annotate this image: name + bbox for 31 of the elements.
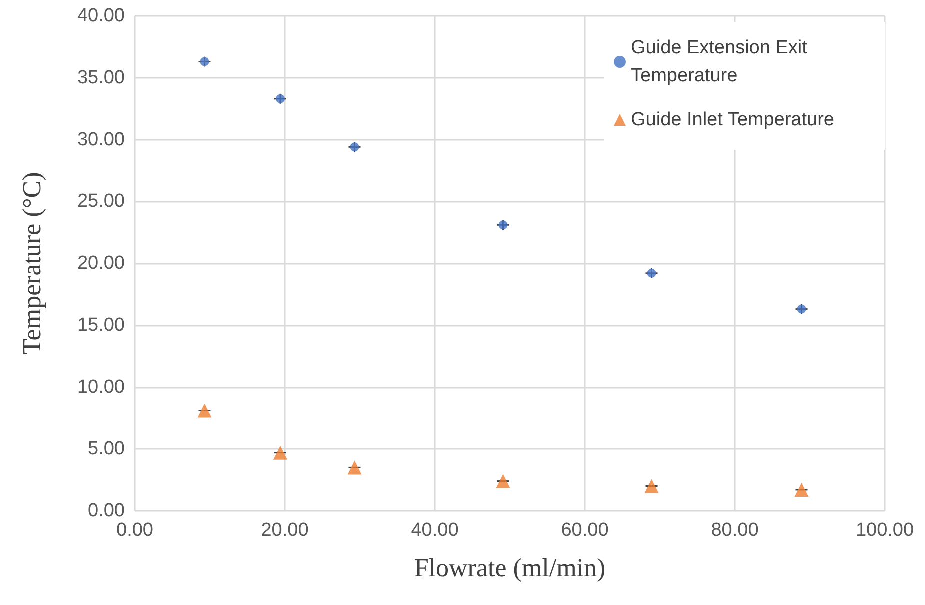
x-tick-label: 80.00 [711,520,759,541]
y-tick-label: 20.00 [77,253,125,274]
point [496,474,510,488]
x-tick-label: 40.00 [411,520,459,541]
point [647,268,656,278]
y-tick-label: 40.00 [77,6,125,26]
y-tick-label: 15.00 [77,314,125,336]
x-tick-label: 20.00 [261,520,309,541]
y-tick-label: 10.00 [77,376,125,398]
y-tick-label: 30.00 [77,129,125,150]
point [350,142,360,152]
legend-label: Guide Extension Exit Temperature [631,38,813,86]
point [276,94,285,104]
point [348,460,362,475]
point [644,479,659,494]
point [797,304,806,314]
point [198,404,212,418]
y-tick-label: 25.00 [77,191,125,212]
x-tick-label: 60.00 [561,520,609,541]
y-axis-title: Temperature (°C) [18,172,46,355]
point [200,57,210,66]
legend-label: Guide Inlet Temperature [631,110,834,130]
y-tick-label: 0.00 [88,500,125,522]
x-tick-label: 0.00 [116,520,154,541]
point [274,446,288,460]
x-tick-label: 100.00 [856,520,914,541]
y-tick-label: 35.00 [77,67,125,88]
y-tick-label: 5.00 [88,438,125,460]
x-axis-title: Flowrate (ml/min) [414,554,606,582]
point [794,482,809,497]
point [498,220,508,230]
